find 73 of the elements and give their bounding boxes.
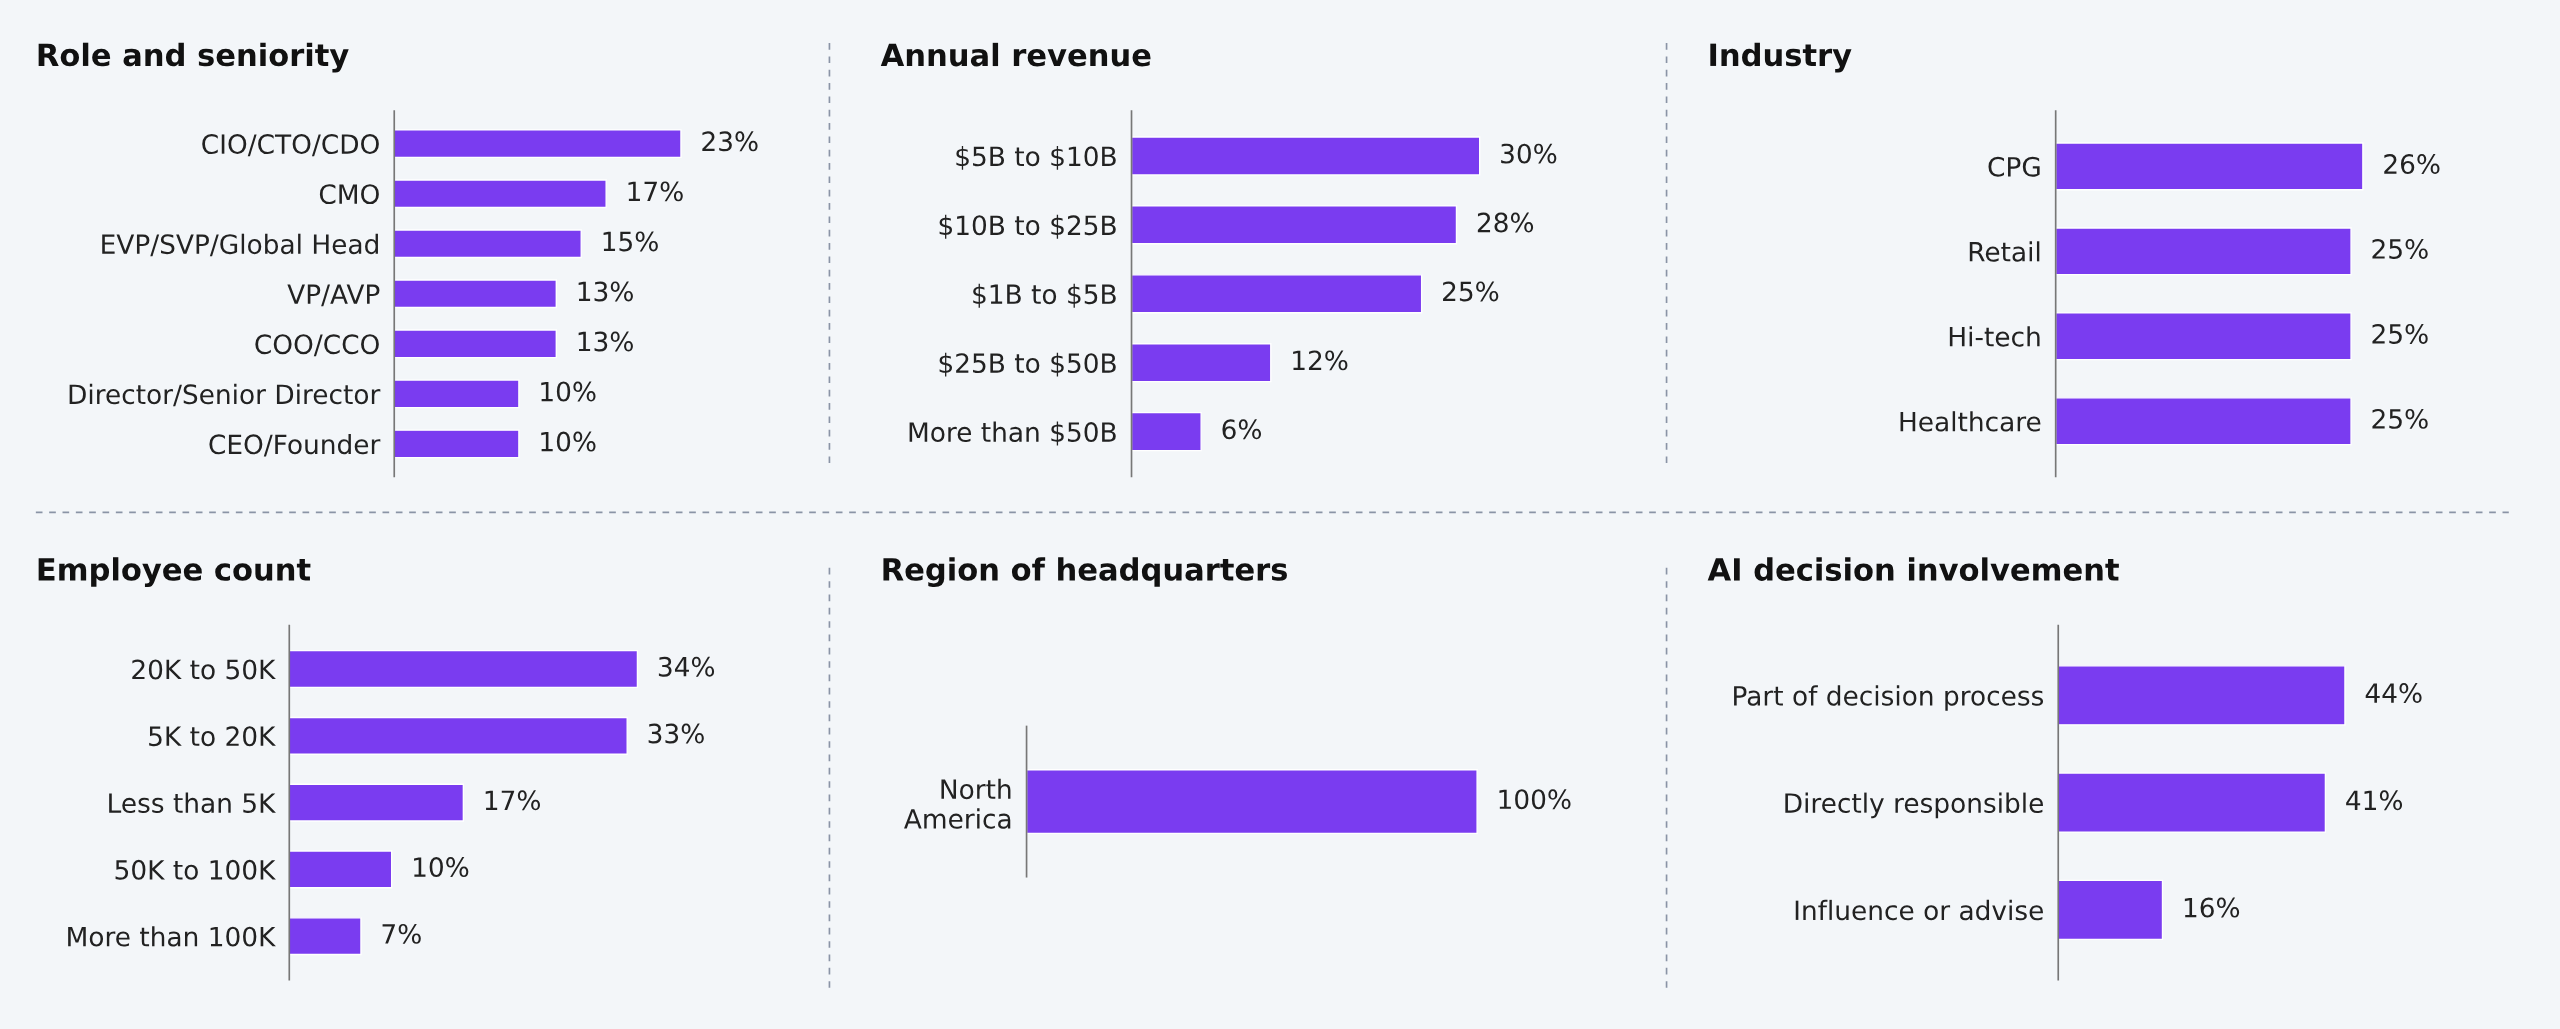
y-tick-label: North America [904,778,1011,829]
chart-title: Role and seniority [38,42,349,73]
data-label: 25% [1443,281,1499,302]
data-label: 44% [2365,683,2422,704]
data-label: 13% [578,331,633,352]
bar [394,329,557,359]
y-tick-label: Hi-tech [1949,326,2040,347]
chart-title: Annual revenue [880,42,1151,67]
bar [1131,343,1272,383]
data-label: 12% [1293,350,1348,371]
bar [289,716,628,755]
y-tick-label: $25B to $50B [939,352,1116,377]
y-tick-label: Retail [1969,241,2040,262]
y-tick-label: $5B to $10B [956,145,1116,170]
y-tick-label: Directly responsible [1785,792,2043,819]
y-tick-label: 5K to 20K [149,726,276,747]
bar [289,783,465,822]
bar [1131,205,1458,245]
bar [1131,136,1481,176]
data-label: 25% [2372,408,2428,429]
bar [394,279,557,309]
data-label: 25% [2372,323,2428,344]
y-tick-label: CIO/CTO/CDO [202,134,379,157]
data-label: 17% [628,181,683,202]
data-label: 10% [541,381,596,402]
bar [289,850,393,889]
data-label: 33% [648,723,704,744]
bar [289,649,639,689]
data-label: 25% [2372,239,2428,259]
data-label: 16% [2184,897,2240,918]
data-label: 100% [1499,789,1571,810]
y-tick-label: EVP/SVP/Global Head [102,233,378,257]
y-tick-label: 50K to 100K [115,859,276,880]
y-tick-label: VP/AVP [287,284,380,307]
y-tick-label: 20K to 50K [132,659,276,680]
y-tick-label: CEO/Founder [209,433,381,457]
data-label: 26% [2384,154,2440,175]
bar [394,379,520,409]
chart-title: Employee count [38,557,311,588]
data-label: 34% [658,656,715,677]
bar [289,917,362,956]
data-label: 6% [1222,419,1261,440]
y-tick-label: Less than 5K [109,792,276,814]
y-tick-label: CMO [319,184,379,205]
y-tick-label: $10B to $25B [939,214,1116,239]
data-label: 17% [485,790,540,811]
y-tick-label: Director/Senior Director [69,383,381,407]
y-tick-label: More than $50B [909,421,1116,446]
chart-title: AI decision involvement [1707,557,2119,581]
bar [1131,411,1202,452]
y-tick-label: Healthcare [1900,411,2041,432]
data-label: 10% [541,431,596,452]
data-label: 10% [414,857,469,878]
y-tick-label: CPG [1988,156,2040,177]
data-label: 13% [578,281,633,302]
y-tick-label: Part of decision process [1734,685,2044,711]
data-label: 28% [1477,212,1534,233]
y-tick-label: Influence or advise [1795,899,2043,921]
y-tick-label: More than 100K [68,926,276,947]
y-tick-label: $1B to $5B [973,283,1116,308]
bar [394,179,607,209]
data-label: 15% [603,231,658,252]
chart-title: Region of headquarters [883,557,1287,588]
data-label: 23% [702,131,758,152]
y-tick-label: COO/CCO [255,334,379,357]
bar [1131,274,1423,314]
bar [394,229,582,259]
text: Industry [1710,42,1852,73]
bar [394,429,520,459]
data-label: 30% [1501,143,1557,164]
data-label: 41% [2346,790,2403,811]
data-label: 7% [382,923,421,944]
bar [394,129,682,159]
